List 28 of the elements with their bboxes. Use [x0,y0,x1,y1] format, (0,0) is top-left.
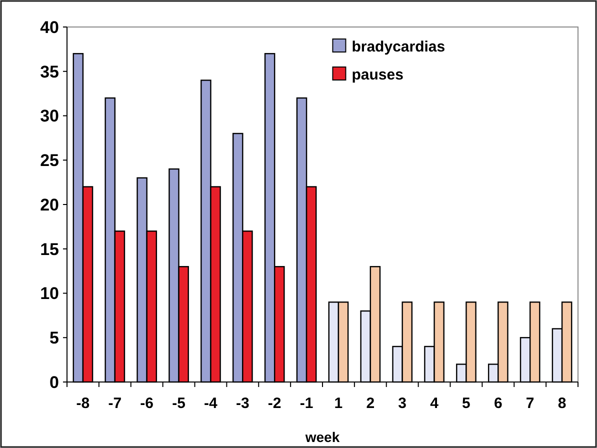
x-tick-label: 5 [462,395,470,412]
legend-label: pauses [352,66,404,84]
y-tick-label: 5 [50,328,59,348]
y-tick-label: 0 [50,372,59,392]
y-tick-label: 40 [40,18,59,37]
x-tick-label: 6 [494,395,502,412]
y-tick-label: 20 [40,195,59,214]
x-tick-label: 1 [334,395,343,412]
y-tick-label: 10 [40,284,59,304]
x-tick-label: 7 [526,395,534,412]
legend-label: bradycardias [352,38,446,56]
y-tick-label: 30 [40,106,59,126]
x-tick-label: -6 [140,395,154,412]
x-tick-label: 3 [398,395,407,412]
x-tick-label: -8 [76,395,90,412]
x-tick-label: -7 [108,395,122,412]
x-tick-label: 4 [430,395,440,412]
y-tick-label: 25 [40,151,59,170]
x-tick-label: -3 [236,395,250,412]
y-tick-label: 35 [40,62,59,82]
x-tick-label: 8 [558,395,566,412]
y-tick-label: 15 [40,240,59,259]
x-tick-label: -1 [300,395,314,412]
x-tick-label: -2 [268,395,282,412]
x-tick-label: 2 [366,395,375,412]
x-tick-label: -5 [172,395,186,412]
x-tick-label: -4 [204,395,218,412]
x-axis-title: week [304,429,340,445]
